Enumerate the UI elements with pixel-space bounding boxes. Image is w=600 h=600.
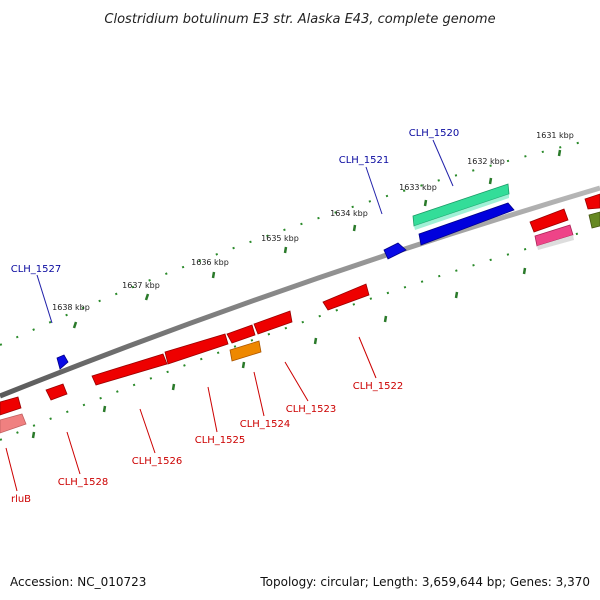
gene-arrow-clh-1522[interactable] <box>322 283 370 311</box>
tick-label: 1631 kbp <box>536 131 574 140</box>
gene-arrow-rlub[interactable] <box>0 396 22 416</box>
gene-arrow-small-blue[interactable] <box>383 242 407 260</box>
gene-arrow-clh-1523[interactable] <box>253 310 293 335</box>
tick-label: 1634 kbp <box>330 209 368 218</box>
reverse-genes <box>0 193 600 434</box>
gene-arrow-clh-1526[interactable] <box>91 353 168 386</box>
inner-major-ticks <box>31 267 527 439</box>
tick-label: 1633 kbp <box>399 183 437 192</box>
gene-arrow-clh-1524[interactable] <box>229 340 262 362</box>
gene-arrow-right-red[interactable] <box>529 208 569 233</box>
gene-arrow-clh-1527[interactable] <box>56 354 69 370</box>
gene-label: CLH_1527 <box>11 264 62 275</box>
tick-label: 1635 kbp <box>261 234 299 243</box>
genome-summary-text: Topology: circular; Length: 3,659,644 bp… <box>259 575 590 589</box>
gene-label: CLH_1522 <box>353 381 404 392</box>
gene-arrow-right-olive[interactable] <box>588 211 600 229</box>
genome-backbone <box>0 185 600 399</box>
kbp-labels: 1631 kbp 1632 kbp 1633 kbp 1634 kbp 1635… <box>52 131 574 312</box>
gene-label: CLH_1523 <box>286 404 337 415</box>
gene-label: CLH_1524 <box>240 419 291 430</box>
gene-labels: CLH_1520 CLH_1521 CLH_1527 CLH_1522 CLH_… <box>11 128 460 505</box>
gene-label: CLH_1521 <box>339 155 390 166</box>
accession-text: Accession: NC_010723 <box>10 575 146 589</box>
forward-genes <box>56 183 515 370</box>
tick-label: 1637 kbp <box>122 281 160 290</box>
gene-arrow-right-edge[interactable] <box>584 193 600 210</box>
gene-label: rluB <box>11 494 31 505</box>
map-title: Clostridium botulinum E3 str. Alaska E43… <box>104 12 495 27</box>
gene-label: CLH_1525 <box>195 435 246 446</box>
gene-arrow-clh-1521[interactable] <box>418 202 515 246</box>
gene-label: CLH_1528 <box>58 477 109 488</box>
label-leaders <box>5 139 454 492</box>
outer-major-ticks <box>72 149 562 329</box>
gene-label: CLH_1526 <box>132 456 183 467</box>
gene-label: CLH_1520 <box>409 128 460 139</box>
tick-label: 1636 kbp <box>191 258 229 267</box>
gene-arrow-rlub-shadow <box>0 413 27 434</box>
tick-label: 1638 kbp <box>52 303 90 312</box>
gene-arrow-clh-1525[interactable] <box>164 333 229 365</box>
tick-label: 1632 kbp <box>467 157 505 166</box>
gene-arrow-clh-1528[interactable] <box>45 383 68 401</box>
gene-arrow-clh-1524-red[interactable] <box>226 324 256 344</box>
